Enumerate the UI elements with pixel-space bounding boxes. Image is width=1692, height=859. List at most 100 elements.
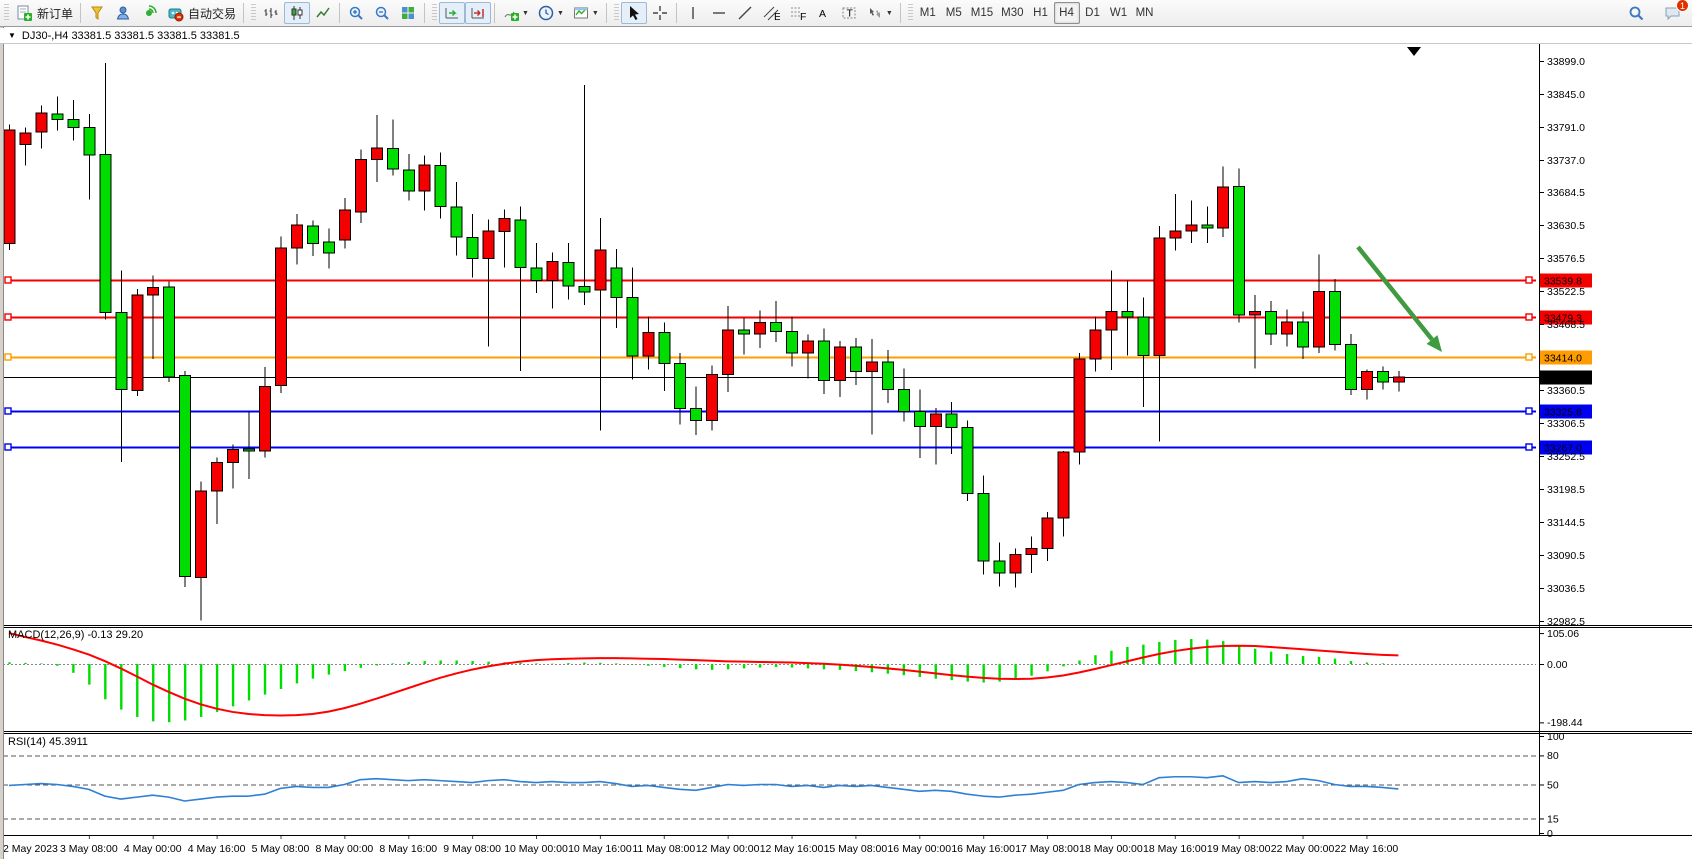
svg-text:8 May 00:00: 8 May 00:00 — [315, 843, 373, 855]
candle-up — [3, 129, 16, 245]
equidistant-channel-button[interactable]: E — [758, 2, 784, 24]
trendline-button[interactable] — [732, 2, 758, 24]
candle-down — [163, 286, 176, 378]
candlestick-chart-button[interactable] — [284, 2, 311, 24]
timeframe-M30[interactable]: M30 — [1001, 7, 1024, 19]
timeframe-W1[interactable]: W1 — [1109, 7, 1128, 19]
svg-text:5 May 08:00: 5 May 08:00 — [252, 843, 310, 855]
candle-down — [514, 219, 527, 269]
vertical-line-icon — [684, 4, 702, 22]
svg-text:22 May 16:00: 22 May 16:00 — [1335, 843, 1399, 855]
rsi-line — [8, 774, 1399, 802]
line-chart-button[interactable] — [310, 2, 336, 24]
timeframe-H4[interactable]: H4 — [1053, 2, 1080, 24]
timeframe-M1[interactable]: M1 — [919, 7, 936, 19]
vertical-line-button[interactable] — [680, 2, 706, 24]
svg-text:3 May 08:00: 3 May 08:00 — [60, 843, 118, 855]
candle-up — [259, 386, 272, 452]
svg-text:33252.5: 33252.5 — [1547, 451, 1585, 463]
candle-down — [386, 147, 399, 170]
svg-text:9 May 08:00: 9 May 08:00 — [443, 843, 501, 855]
price-tag — [1540, 440, 1592, 455]
timeframe-D1[interactable]: D1 — [1085, 7, 1100, 19]
tile-windows-button[interactable] — [395, 2, 421, 24]
timeframe-H1[interactable]: H1 — [1033, 7, 1048, 19]
rsi-label: RSI(14) 45.3911 — [8, 736, 88, 748]
candle-up — [1185, 224, 1198, 232]
svg-text:0: 0 — [1547, 828, 1553, 840]
auto-scroll-button[interactable] — [439, 2, 466, 24]
templates-button[interactable]: ▼ — [568, 2, 603, 24]
fibonacci-button[interactable]: F — [784, 2, 810, 24]
toolbar-drag-handle[interactable] — [4, 4, 9, 22]
indicators-button[interactable]: ▼ — [498, 2, 533, 24]
candle-up — [1105, 311, 1118, 331]
market-depth-button[interactable] — [84, 2, 110, 24]
candle-up — [1281, 321, 1294, 335]
crosshair-button[interactable] — [647, 2, 673, 24]
timeframe-M15[interactable]: M15 — [970, 7, 994, 19]
zoom-out-icon — [373, 4, 391, 22]
chart-shift-marker[interactable] — [1407, 47, 1421, 56]
candle-up — [354, 158, 367, 213]
zoom-in-button[interactable] — [343, 2, 369, 24]
candle-down — [961, 427, 974, 495]
zoom-out-button[interactable] — [369, 2, 395, 24]
dropdown-arrow-icon: ▼ — [522, 9, 529, 17]
price-tag — [1540, 310, 1592, 325]
bar-chart-button[interactable] — [258, 2, 284, 24]
level-lines: 33539.8 33479.3 33414.0 33381.5 33325.8 33267… — [3, 273, 1592, 455]
main-toolbar: 新订单 自动交易 — [0, 0, 1692, 27]
candle-up — [1360, 370, 1373, 391]
candle-down — [738, 329, 751, 335]
svg-text:105.06: 105.06 — [1547, 628, 1579, 640]
svg-text:18 May 16:00: 18 May 16:00 — [1143, 843, 1207, 855]
text-label-button[interactable]: T — [836, 2, 862, 24]
svg-text:0.00: 0.00 — [1547, 659, 1568, 671]
candle-up — [35, 112, 48, 133]
candle-down — [51, 113, 64, 121]
text-button[interactable]: A — [810, 2, 836, 24]
candle-down — [897, 389, 910, 413]
svg-text:33791.0: 33791.0 — [1547, 122, 1585, 134]
arrows-button[interactable]: ▼ — [862, 2, 897, 24]
market-watch-button[interactable] — [110, 2, 136, 24]
timeframe-M5[interactable]: M5 — [945, 7, 962, 19]
svg-text:33576.5: 33576.5 — [1547, 253, 1585, 265]
candle-down — [83, 127, 96, 156]
timeframe-MN[interactable]: MN — [1135, 7, 1154, 19]
cursor-button[interactable] — [620, 2, 647, 24]
candlestick-chart-icon — [288, 4, 306, 22]
search-button[interactable] — [1623, 2, 1649, 24]
signals-button[interactable] — [136, 2, 162, 24]
svg-text:32982.5: 32982.5 — [1547, 616, 1585, 628]
candle-down — [1344, 344, 1357, 391]
notifications-button[interactable]: 1 — [1659, 0, 1689, 24]
svg-text:33684.5: 33684.5 — [1547, 187, 1585, 199]
svg-text:T: T — [846, 8, 853, 20]
candle-up — [147, 287, 160, 296]
svg-text:E: E — [774, 11, 780, 22]
auto-trading-icon — [166, 4, 184, 22]
candle-down — [658, 331, 671, 364]
line-chart-icon — [314, 4, 332, 22]
chart-shift-button[interactable] — [465, 2, 492, 24]
horizontal-line-button[interactable] — [706, 2, 732, 24]
annotation-arrow[interactable] — [1356, 245, 1442, 352]
periods-button[interactable]: ▼ — [533, 2, 568, 24]
svg-text:4 May 16:00: 4 May 16:00 — [188, 843, 246, 855]
chart-dropdown-icon[interactable]: ▼ — [8, 31, 16, 40]
candle-up — [833, 346, 846, 382]
candle-down — [626, 296, 639, 357]
template-icon — [572, 4, 590, 22]
crosshair-icon — [651, 4, 669, 22]
new-order-button[interactable]: 新订单 — [11, 2, 77, 24]
svg-text:11 May 08:00: 11 May 08:00 — [632, 843, 695, 855]
candle-up — [290, 224, 303, 249]
window-left-edge — [0, 27, 4, 859]
auto-trading-button[interactable]: 自动交易 — [162, 2, 240, 24]
zoom-in-icon — [347, 4, 365, 22]
text-label-icon: T — [840, 4, 858, 22]
candle-down — [179, 375, 192, 578]
